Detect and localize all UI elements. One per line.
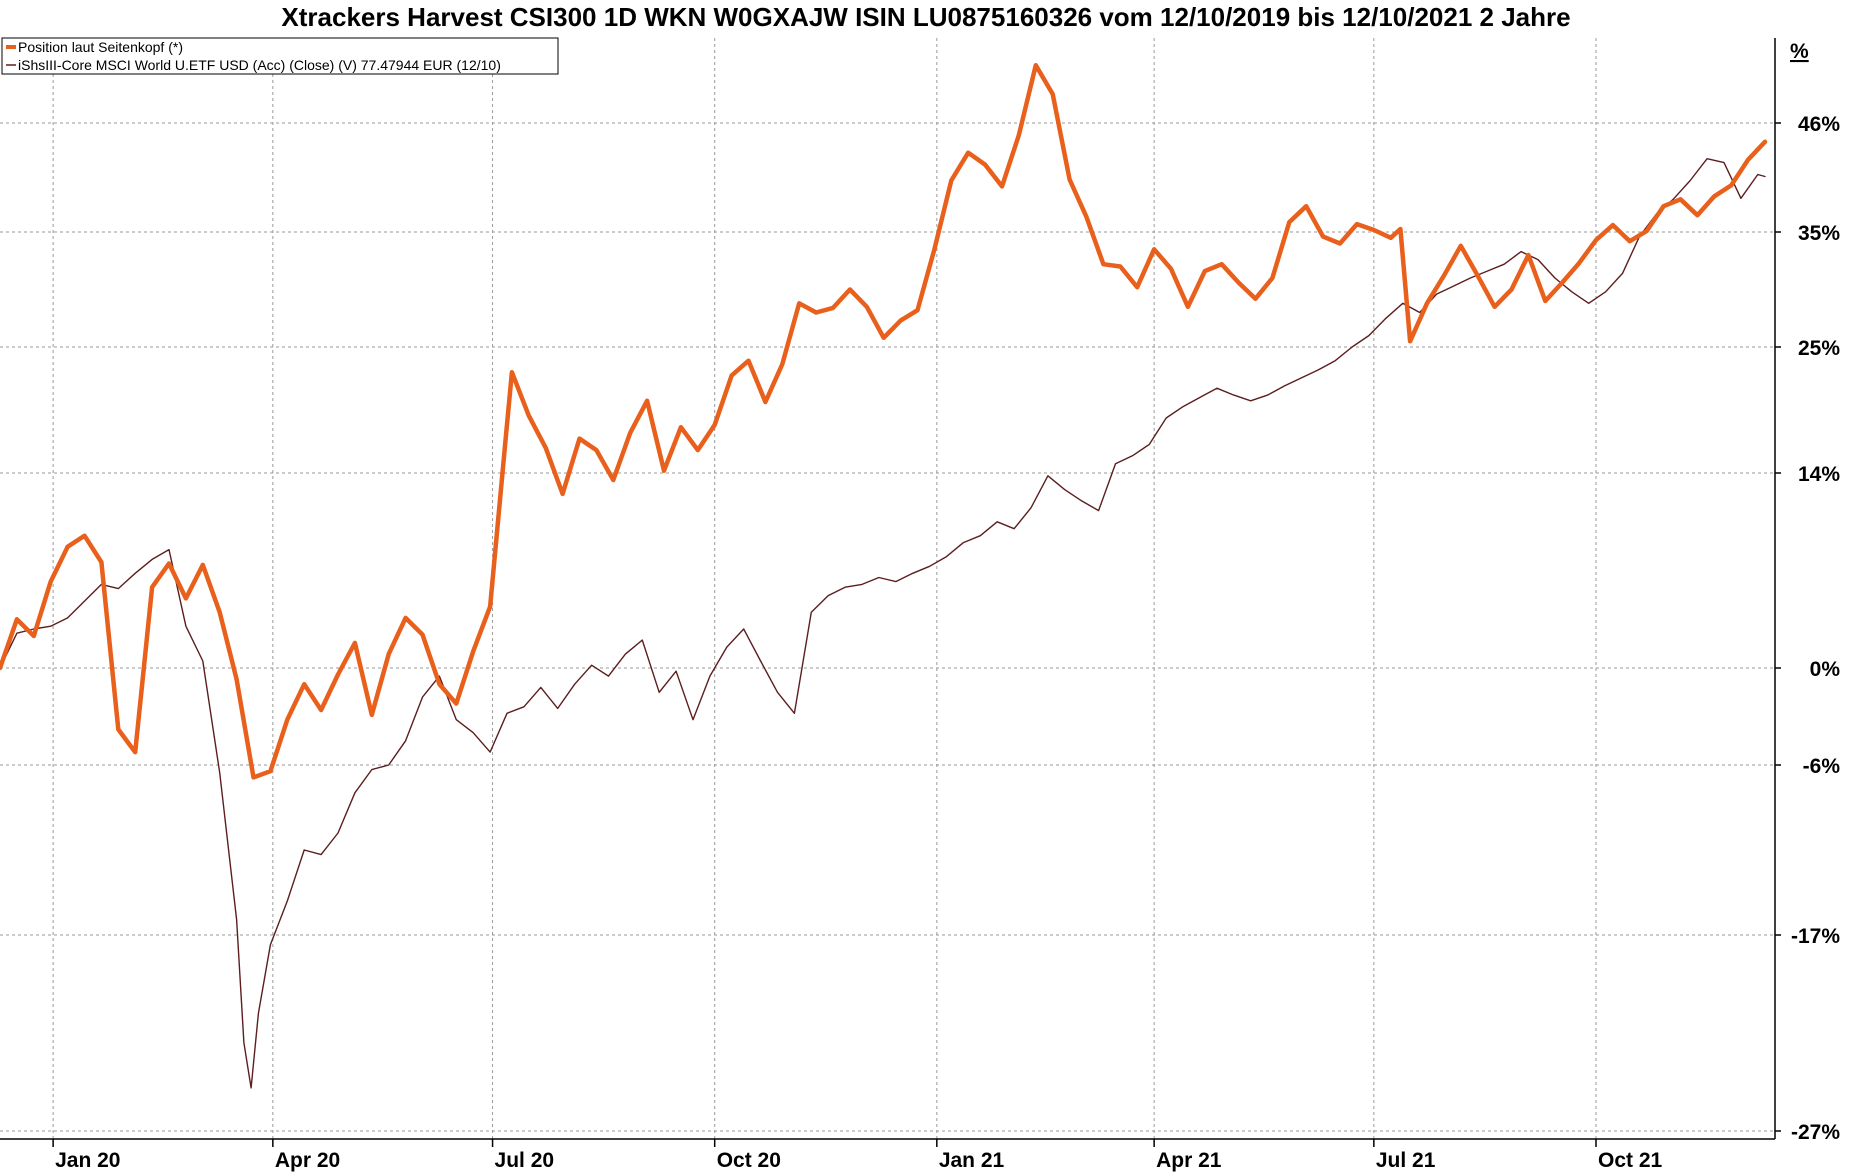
legend-label-series-2: iShsIII-Core MSCI World U.ETF USD (Acc) …: [18, 57, 501, 73]
unit-label: %: [1790, 40, 1809, 63]
x-tick-label-6: Jul 21: [1376, 1149, 1436, 1172]
x-tick-label-0: Jan 20: [55, 1149, 120, 1172]
axes: [0, 38, 1776, 1140]
series-lines: [0, 62, 1768, 1089]
y-tick-labels: 46% 35% 25% 14% 0% -6% -17% -27%: [1775, 113, 1840, 1144]
series-line-1: [0, 62, 1768, 780]
plot-background: [0, 38, 1852, 1135]
x-tick-label-3: Oct 20: [717, 1149, 781, 1172]
legend-box: [1, 37, 559, 75]
x-tick-label-7: Oct 21: [1598, 1149, 1663, 1172]
y-tick-label-7: -27%: [1791, 1121, 1840, 1144]
x-tick-label-2: Jul 20: [495, 1149, 555, 1172]
legend-label-series-1: Position laut Seitenkopf (*): [18, 39, 183, 55]
series-line-2: [0, 158, 1766, 1089]
x-tick-label-1: Apr 20: [275, 1149, 340, 1172]
y-tick-label-4: 0%: [1810, 658, 1841, 681]
y-tick-label-1: 35%: [1798, 222, 1840, 245]
y-tick-label-0: 46%: [1798, 113, 1840, 136]
x-tick-label-4: Jan 21: [939, 1149, 1005, 1172]
y-tick-label-2: 25%: [1798, 337, 1840, 360]
grid-lines: [0, 38, 1775, 1139]
y-tick-label-6: -17%: [1791, 925, 1840, 948]
legend: Position laut Seitenkopf (*) iShsIII-Cor…: [1, 37, 559, 75]
x-tick-label-5: Apr 21: [1156, 1149, 1222, 1172]
y-tick-label-3: 14%: [1798, 463, 1840, 486]
y-tick-label-5: -6%: [1803, 755, 1841, 778]
chart-title: Xtrackers Harvest CSI300 1D WKN W0GXAJW …: [281, 2, 1571, 32]
x-tick-labels: Jan 20 Apr 20 Jul 20 Oct 20 Jan 21 Apr 21 Jul …: [52, 1139, 1663, 1172]
